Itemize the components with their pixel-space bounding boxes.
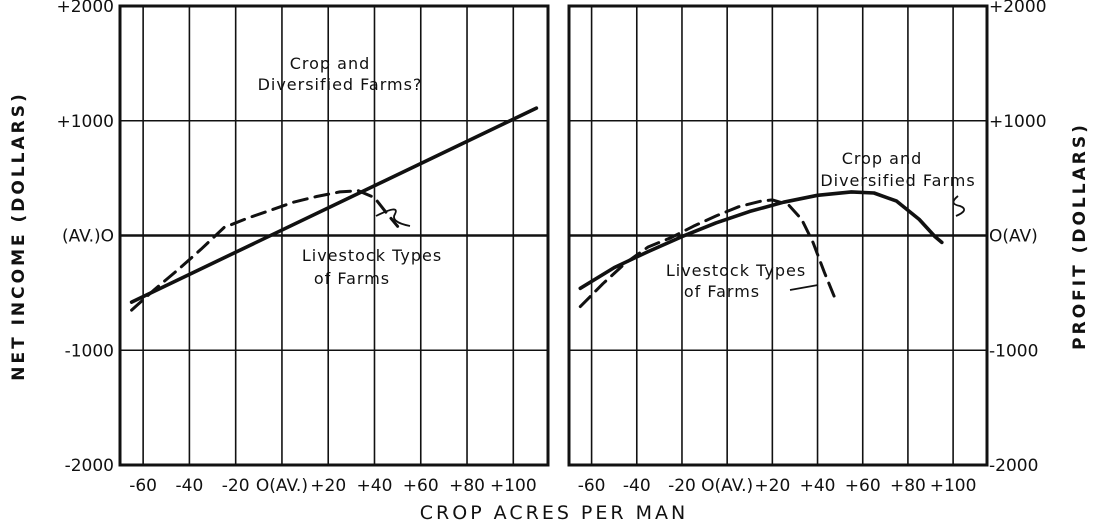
right-crop-leader <box>952 195 966 217</box>
right-annotation-crop-line1: Crop and <box>842 149 923 168</box>
left-y-tick-label: -2000 <box>65 456 114 476</box>
left-annotation-livestock-line2: of Farms <box>314 269 390 288</box>
right-x-tick-labels: -60 -40 -20 O(AV.) +20 +40 +60 +80 +100 <box>578 476 977 496</box>
left-x-tick-label: +20 <box>310 476 346 496</box>
right-panel: -2000 -1000 O(AV) +1000 +2000 -60 -40 -20 O(AV.… <box>567 0 1090 496</box>
left-y-axis-title: NET INCOME (DOLLARS) <box>9 91 29 381</box>
right-series <box>578 190 944 309</box>
right-annotation-livestock-line2: of Farms <box>684 282 760 301</box>
left-x-tick-label: -40 <box>176 476 204 496</box>
left-x-tick-label: -60 <box>129 476 157 496</box>
left-x-tick-label: +60 <box>403 476 439 496</box>
left-series-livestock-line <box>130 189 400 312</box>
right-x-tick-label: +100 <box>930 476 977 496</box>
left-y-tick-label: +2000 <box>56 0 114 17</box>
right-y-tick-label: -2000 <box>989 456 1038 476</box>
right-annotation-livestock-line1: Livestock Types <box>666 261 806 280</box>
left-panel: -2000 -1000 (AV.)O +1000 +2000 -60 -40 -20 O(AV… <box>9 0 550 496</box>
left-series <box>129 106 539 312</box>
right-y-axis-title: PROFIT (DOLLARS) <box>1070 122 1090 350</box>
right-livestock-leader <box>789 284 819 291</box>
left-plot-frame <box>118 4 550 467</box>
right-x-tick-label: -60 <box>578 476 606 496</box>
left-x-tick-label: -20 <box>222 476 250 496</box>
right-y-tick-label: O(AV) <box>989 227 1038 247</box>
left-x-tick-label: +80 <box>449 476 485 496</box>
right-plot-frame <box>567 4 989 467</box>
right-x-tick-label: +20 <box>754 476 790 496</box>
right-annotation-crop-line2: Diversified Farms <box>820 171 975 190</box>
right-x-tick-label: +80 <box>890 476 926 496</box>
left-series-crop-line <box>129 106 539 304</box>
left-annotation-crop-line1: Crop and <box>290 54 371 73</box>
left-x-tick-label: O(AV.) <box>256 476 308 496</box>
left-livestock-leader <box>375 208 411 227</box>
x-axis-title: CROP ACRES PER MAN <box>420 502 688 524</box>
right-gridlines <box>569 5 987 466</box>
left-y-tick-label: +1000 <box>56 112 114 132</box>
right-y-tick-label: -1000 <box>989 341 1038 361</box>
right-x-tick-label: -20 <box>668 476 696 496</box>
right-x-tick-label: +40 <box>800 476 836 496</box>
left-y-tick-label: (AV.)O <box>62 227 114 247</box>
right-y-tick-labels: -2000 -1000 O(AV) +1000 +2000 <box>989 0 1047 476</box>
left-x-tick-label: +40 <box>357 476 393 496</box>
right-y-tick-label: +1000 <box>989 112 1047 132</box>
left-y-tick-label: -1000 <box>65 341 114 361</box>
right-y-tick-label: +2000 <box>989 0 1047 17</box>
right-series-livestock-line <box>578 198 838 309</box>
right-series-crop-line <box>578 190 944 291</box>
left-x-tick-labels: -60 -40 -20 O(AV.) +20 +40 +60 +80 +100 <box>129 476 536 496</box>
right-x-tick-label: O(AV.) <box>701 476 753 496</box>
left-annotation-livestock-line1: Livestock Types <box>302 246 442 265</box>
left-annotation-crop-line2: Diversified Farms? <box>258 75 423 94</box>
right-x-tick-label: +60 <box>845 476 881 496</box>
left-x-tick-label: +100 <box>490 476 537 496</box>
left-y-tick-labels: -2000 -1000 (AV.)O +1000 +2000 <box>56 0 114 476</box>
right-x-tick-label: -40 <box>623 476 651 496</box>
